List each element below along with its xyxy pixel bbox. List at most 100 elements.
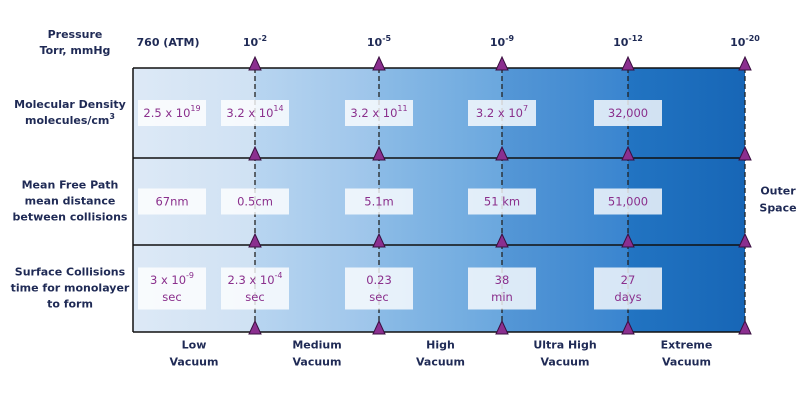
cell-value-text: sec [245,290,264,304]
cell-value-text: 27 [621,273,636,287]
row-label: time for monolayer [11,282,130,295]
marker-triangle [248,319,262,335]
value-box [345,267,413,310]
region-label-text: Low [182,339,207,352]
pressure-label: Torr, mmHg [40,44,111,57]
marker-triangle [738,319,752,335]
cell-value: 0.23 [366,273,392,287]
cell-value-text: 51 km [484,194,520,208]
row-label: to form [47,298,93,311]
pressure-tick-text: 10 [490,36,506,49]
cell-value-text: 5.1m [364,194,394,208]
pressure-tick-sup: -20 [745,34,760,43]
pressure-label: Pressure [48,28,103,41]
row-label: Mean Free Path [22,179,119,192]
value-box [345,188,413,215]
cell-value-text: 3.2 x 10 [476,106,523,120]
outer-space-label-text: Space [759,202,796,215]
cell-value-sup: -9 [186,271,194,280]
pressure-tick: 10-9 [490,34,515,50]
cell-value-sup: 19 [190,104,200,113]
marker-triangle [738,55,752,71]
value-box [468,267,536,310]
cell-value-text: 0.5cm [237,194,273,208]
marker-triangle [495,55,509,71]
region-label-text: Vacuum [170,356,219,369]
marker-triangle [495,232,509,248]
cell-value: 5.1m [364,194,394,208]
value-box [468,100,536,126]
cell-value: 3.2 x 1014 [226,104,283,120]
marker-triangle [738,145,752,161]
region-label: Ultra High [533,339,596,352]
cell-value-text: 38 [495,273,510,287]
marker-triangle [621,319,635,335]
value-box [221,188,289,215]
cell-value: 0.5cm [237,194,273,208]
cell-value-text: 0.23 [366,273,392,287]
value-box [594,267,662,310]
cell-value: 51 km [484,194,520,208]
cell-value-text: min [491,290,513,304]
row-label-sup: 3 [109,112,115,121]
cell-value: 2.3 x 10-4 [227,271,282,287]
marker-triangle [372,319,386,335]
cell-value: 27 [621,273,636,287]
pressure-label-text: Torr, mmHg [40,44,111,57]
marker-triangle [372,145,386,161]
pressure-tick: 10-20 [730,34,760,50]
marker-triangle [738,232,752,248]
marker-triangle [495,145,509,161]
cell-value-text: 67nm [155,194,188,208]
outer-space-label-text: Outer [760,185,796,198]
row-label: molecules/cm3 [25,112,115,128]
row-label-text: time for monolayer [11,282,130,295]
region-label-text: Vacuum [541,356,590,369]
cell-value: days [614,290,641,304]
cell-value: 3.2 x 1011 [350,104,407,120]
marker-triangle [621,55,635,71]
cell-value: sec [162,290,181,304]
pressure-tick: 10-12 [613,34,643,50]
region-label: Vacuum [170,356,219,369]
row-label-text: Surface Collisions [15,266,126,279]
region-label: Low [182,339,207,352]
cell-value-text: sec [162,290,181,304]
cell-value-text: 3 x 10 [150,273,186,287]
pressure-tick: 760 (ATM) [137,36,200,49]
value-box [594,188,662,215]
cell-value: 3.2 x 107 [476,104,528,120]
cell-value-text: 51,000 [608,194,648,208]
value-box [221,100,289,126]
grid-lines [132,67,745,333]
cell-value-text: 3.2 x 10 [226,106,273,120]
value-box [468,188,536,215]
region-label-text: Medium [292,339,341,352]
value-box [138,100,206,126]
row-label: Molecular Density [14,98,126,111]
region-label-text: Extreme [661,339,713,352]
region-label: Medium [292,339,341,352]
region-label-text: High [426,339,455,352]
pressure-tick: 10-5 [367,34,392,50]
row-label-text: Molecular Density [14,98,126,111]
region-label: Vacuum [293,356,342,369]
value-box [138,188,206,215]
cell-value-text: days [614,290,641,304]
region-label: Extreme [661,339,713,352]
pressure-tick-text: 10 [243,36,259,49]
pressure-tick-text: 760 (ATM) [137,36,200,49]
marker-triangle [248,145,262,161]
region-label-text: Vacuum [416,356,465,369]
row-label-text: to form [47,298,93,311]
cell-value-text: 32,000 [608,106,648,120]
pressure-tick: 10-2 [243,34,267,50]
region-label: Vacuum [416,356,465,369]
region-label: Vacuum [662,356,711,369]
region-label: High [426,339,455,352]
pressure-tick-text: 10 [613,36,629,49]
marker-triangle [372,232,386,248]
cell-value: 32,000 [608,106,648,120]
value-box [594,100,662,126]
